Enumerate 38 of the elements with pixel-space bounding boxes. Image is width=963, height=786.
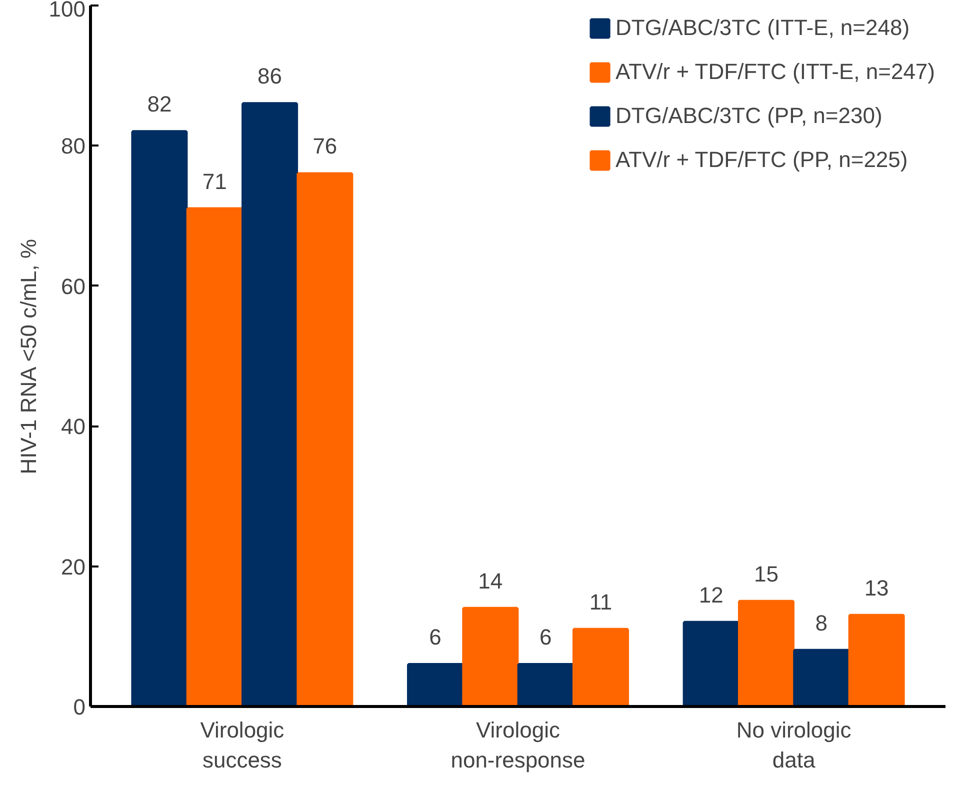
data-label: 76 <box>312 134 338 159</box>
data-label: 86 <box>258 64 282 89</box>
data-label: 6 <box>429 624 442 650</box>
bar <box>186 207 243 706</box>
bar <box>793 648 850 706</box>
bar <box>738 600 794 706</box>
y-tick-label: 80 <box>61 134 86 159</box>
x-tick-label: Virologic success <box>200 718 284 772</box>
bar <box>407 662 464 706</box>
y-tick-label: 0 <box>73 694 86 720</box>
data-label: 14 <box>478 568 503 594</box>
legend-label: ATV/r + TDF/FTC (ITT-E, n=247) <box>616 59 935 85</box>
y-tick-label: 40 <box>61 414 86 440</box>
legend-label: DTG/ABC/3TC (PP, n=230) <box>616 103 882 129</box>
data-label: 82 <box>147 92 172 117</box>
data-label: 15 <box>754 561 778 586</box>
bar <box>848 614 905 706</box>
bar <box>517 662 574 706</box>
x-tick-label: Virologic non-response <box>450 718 586 772</box>
bar <box>572 628 629 706</box>
legend-label: ATV/r + TDF/FTC (PP, n=225) <box>616 147 908 173</box>
data-label: 11 <box>589 589 612 614</box>
data-label: 13 <box>864 575 889 600</box>
data-label: 12 <box>698 582 724 608</box>
y-tick-label: 60 <box>61 274 86 299</box>
bar <box>682 620 740 706</box>
bar <box>296 172 354 706</box>
data-label: 8 <box>815 610 828 636</box>
bar <box>242 102 298 706</box>
y-tick-label: 100 <box>48 0 86 22</box>
bar <box>462 606 519 706</box>
legend-label: DTG/ABC/3TC (ITT-E, n=248) <box>616 15 910 41</box>
data-label: 71 <box>202 168 227 194</box>
data-label: 6 <box>539 624 552 650</box>
x-tick-label: No virologic data <box>736 718 852 772</box>
y-tick-label: 20 <box>61 554 86 580</box>
y-axis-title: HIV-1 RNA <50 c/mL, % <box>16 238 41 474</box>
bar <box>131 130 188 706</box>
